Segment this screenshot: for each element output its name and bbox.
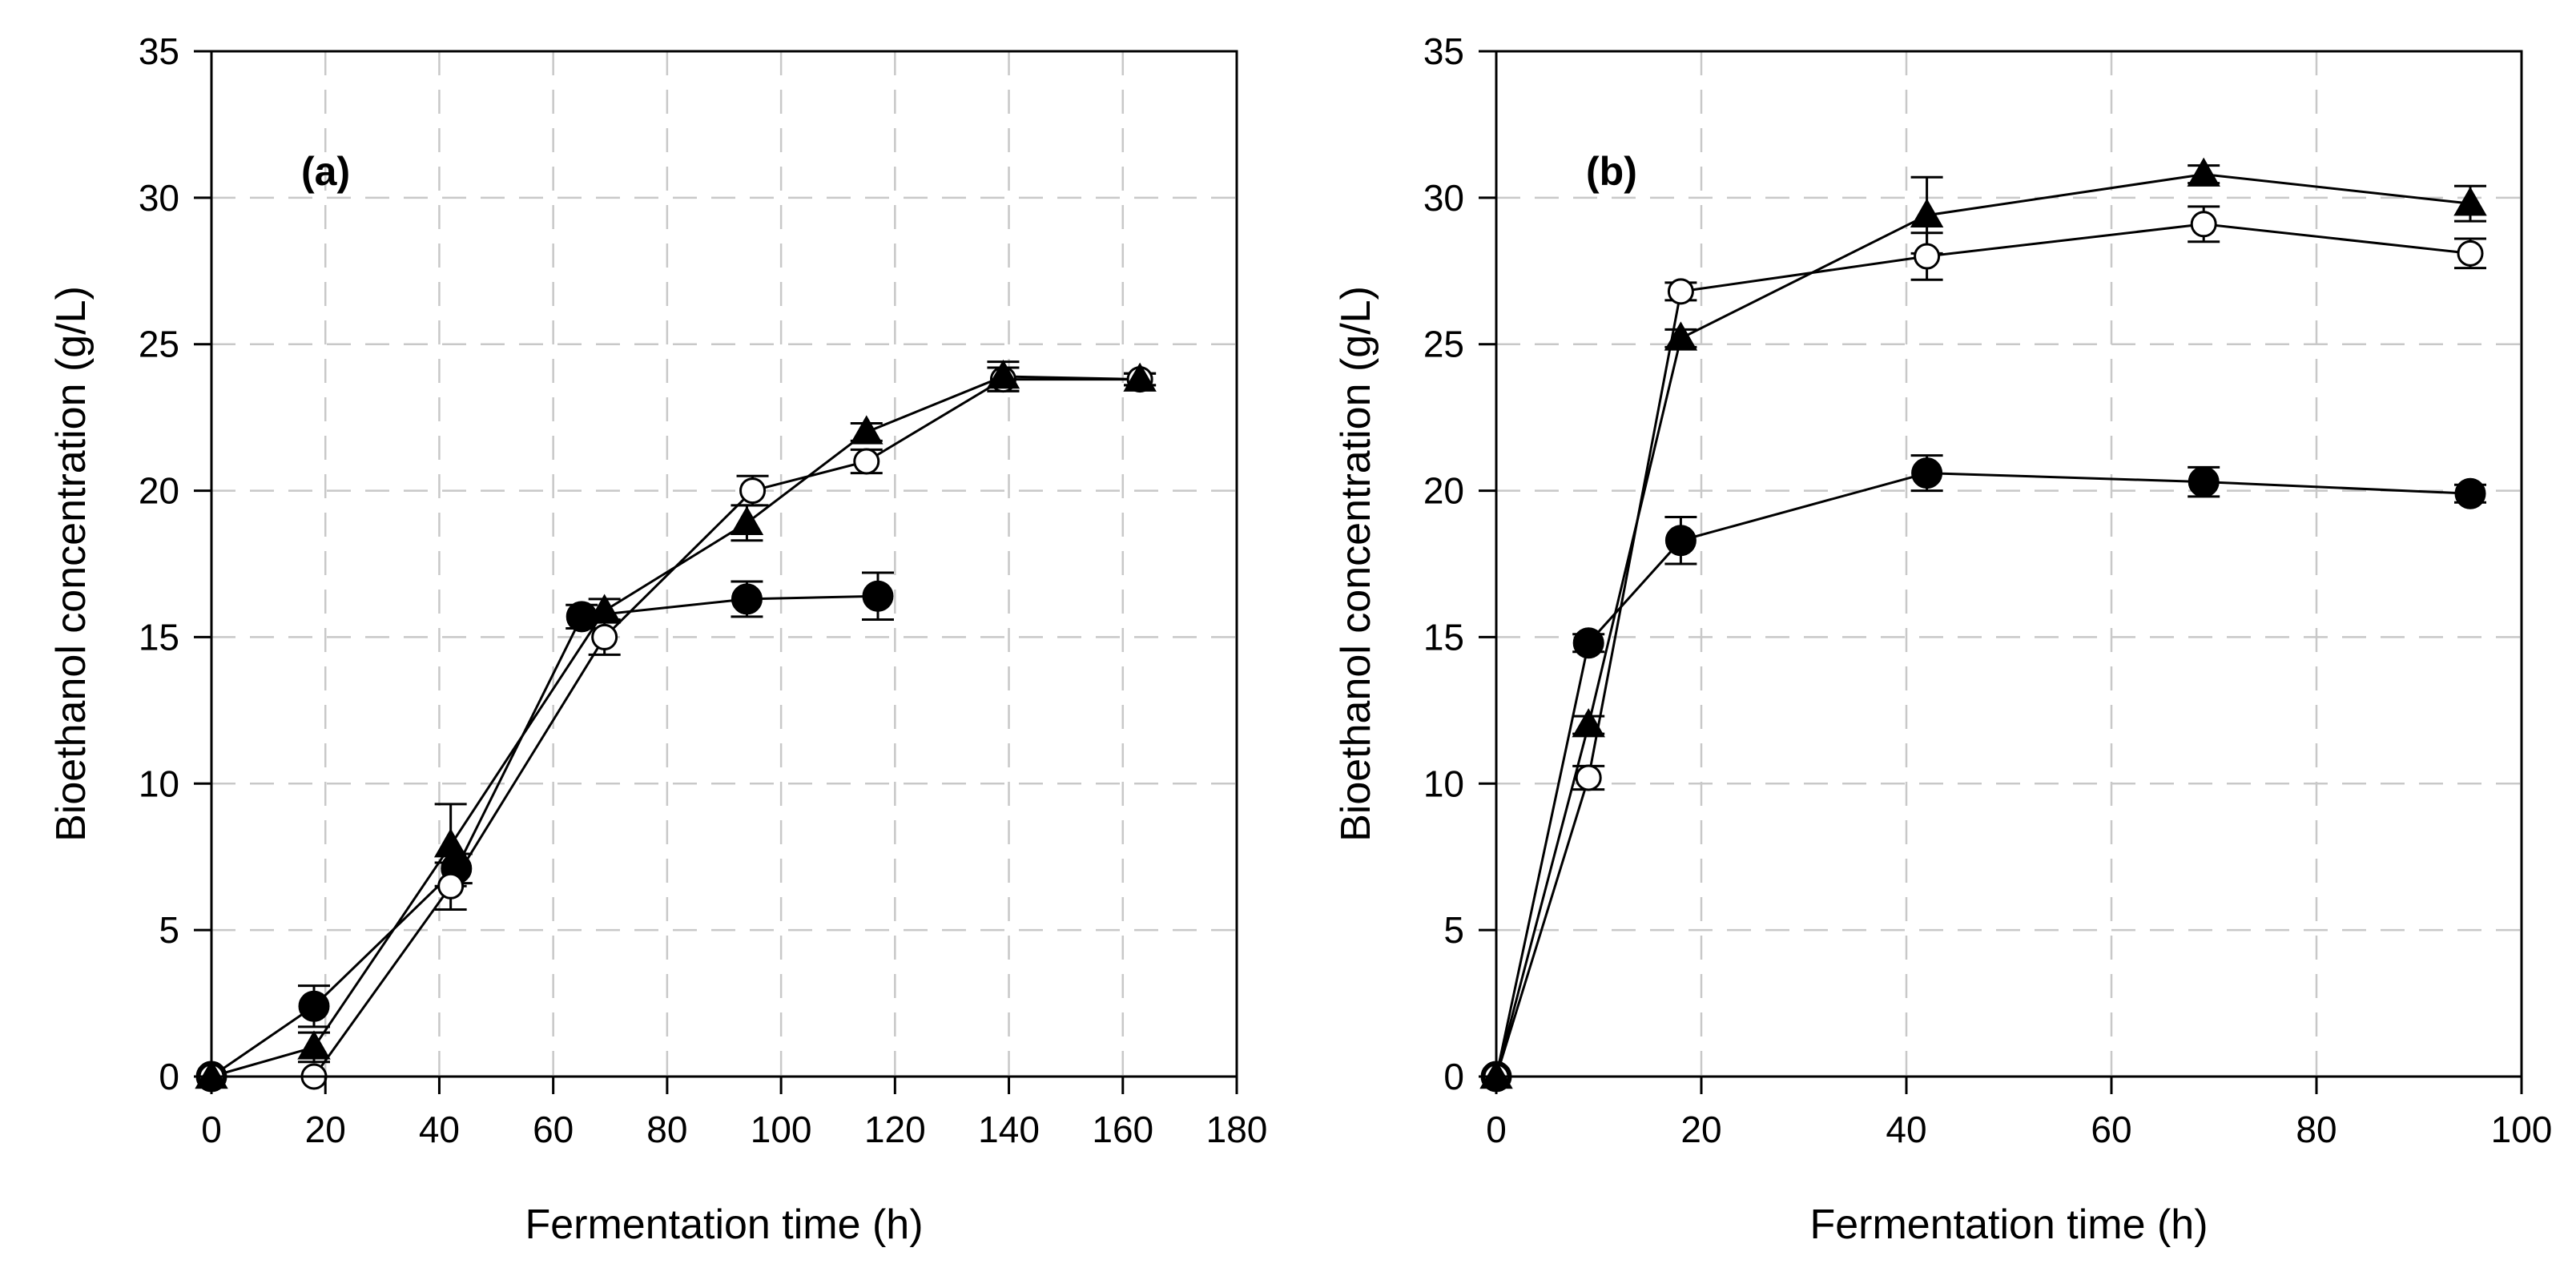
series-line-filled-triangle — [1495, 173, 2471, 1077]
y-tick-label: 10 — [1423, 763, 1464, 804]
data-point-filled-circle — [731, 583, 763, 615]
x-tick-label: 0 — [201, 1109, 222, 1150]
x-tick-label: 100 — [751, 1109, 812, 1150]
data-point-filled-triangle — [433, 828, 468, 858]
panel-label-b: (b) — [1586, 149, 1637, 194]
data-point-filled-circle — [2454, 477, 2486, 509]
x-tick-label: 160 — [1092, 1109, 1153, 1150]
y-tick-label: 15 — [139, 616, 179, 658]
data-point-filled-triangle — [730, 505, 764, 536]
data-point-filled-circle — [862, 580, 894, 612]
ticks-b: 0 20 40 60 80 100 0 5 10 15 20 25 30 35 — [1423, 30, 2553, 1150]
y-tick-label: 5 — [1443, 909, 1464, 951]
series-b — [1479, 157, 2487, 1093]
plot-frame-a — [210, 50, 1238, 1078]
panel-label-a: (a) — [301, 149, 350, 194]
data-point-filled-triangle — [1123, 362, 1157, 392]
data-point-filled-circle — [1664, 525, 1697, 557]
data-point-filled-triangle — [297, 1030, 331, 1060]
y-tick-label: 0 — [159, 1056, 179, 1097]
y-axis-title-b: Bioethanol concentration (g/L) — [1333, 286, 1379, 842]
x-tick-label: 140 — [978, 1109, 1040, 1150]
data-point-filled-triangle — [986, 359, 1020, 389]
x-tick-label: 40 — [419, 1109, 460, 1150]
y-tick-label: 35 — [139, 30, 179, 72]
x-tick-label: 20 — [1680, 1109, 1721, 1150]
x-tick-label: 40 — [1886, 1109, 1926, 1150]
series-a — [195, 359, 1157, 1093]
data-point-open-circle — [739, 477, 767, 505]
data-point-open-circle — [853, 448, 880, 475]
data-point-filled-triangle — [2187, 157, 2220, 187]
data-point-open-circle — [2190, 211, 2217, 238]
y-tick-label: 30 — [1423, 177, 1464, 219]
data-point-open-circle — [1914, 243, 1941, 270]
data-point-filled-circle — [298, 990, 330, 1022]
grid-a — [211, 51, 1237, 1077]
y-tick-label: 25 — [139, 324, 179, 365]
data-point-filled-triangle — [1664, 321, 1698, 351]
data-point-open-circle — [1667, 278, 1694, 305]
ticks-a: 0 20 40 60 80 100 120 140 160 180 0 5 10 15 20 25 30 35 — [139, 30, 1268, 1150]
y-tick-label: 30 — [139, 177, 179, 219]
plot-frame-b — [1495, 50, 2523, 1078]
data-point-filled-circle — [1911, 457, 1943, 489]
grid-b — [1496, 51, 2522, 1077]
y-tick-label: 20 — [1423, 470, 1464, 512]
y-tick-label: 35 — [1423, 30, 1464, 72]
x-tick-label: 60 — [2091, 1109, 2131, 1150]
series-line-filled-circle — [1495, 472, 2471, 1077]
data-point-open-circle — [1575, 764, 1602, 791]
x-tick-label: 120 — [864, 1109, 926, 1150]
data-point-filled-triangle — [1572, 708, 1605, 738]
y-tick-label: 20 — [139, 470, 179, 512]
series-line-filled-triangle — [211, 375, 1141, 1078]
data-point-filled-triangle — [2453, 187, 2487, 216]
x-tick-label: 100 — [2491, 1109, 2553, 1150]
x-tick-label: 180 — [1206, 1109, 1268, 1150]
x-axis-title-a: Fermentation time (h) — [525, 1201, 923, 1248]
data-point-filled-triangle — [1910, 198, 1944, 228]
data-point-filled-circle — [2188, 466, 2220, 498]
y-tick-label: 15 — [1423, 616, 1464, 658]
data-point-filled-triangle — [587, 594, 622, 623]
x-tick-label: 80 — [646, 1109, 687, 1150]
data-point-open-circle — [2457, 239, 2484, 267]
data-point-filled-triangle — [850, 415, 883, 445]
data-point-filled-circle — [1572, 627, 1604, 659]
x-axis-title-b: Fermentation time (h) — [1809, 1201, 2208, 1248]
x-tick-label: 0 — [1486, 1109, 1507, 1150]
y-tick-label: 0 — [1443, 1056, 1464, 1097]
y-tick-label: 25 — [1423, 324, 1464, 365]
y-axis-title-a: Bioethanol concentration (g/L) — [48, 286, 95, 842]
chart-panel-b: 0 20 40 60 80 100 0 5 10 15 20 25 30 35 (b) Fermentat… — [1333, 30, 2552, 1248]
x-tick-label: 20 — [305, 1109, 346, 1150]
x-tick-label: 80 — [2296, 1109, 2337, 1150]
chart-panel-a: 0 20 40 60 80 100 120 140 160 180 0 5 10 15 20 25 30 35 (… — [48, 30, 1267, 1248]
x-tick-label: 60 — [533, 1109, 574, 1150]
data-point-open-circle — [437, 872, 465, 900]
y-tick-label: 5 — [159, 909, 179, 951]
data-point-open-circle — [591, 623, 618, 650]
series-line-open-circle — [1495, 223, 2471, 1077]
y-tick-label: 10 — [139, 763, 179, 804]
